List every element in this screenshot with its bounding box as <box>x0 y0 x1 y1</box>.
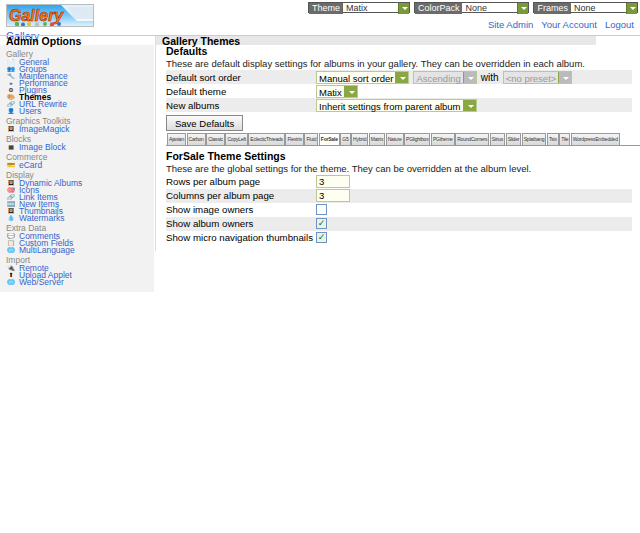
svg-text:Gallery: Gallery <box>9 7 64 24</box>
